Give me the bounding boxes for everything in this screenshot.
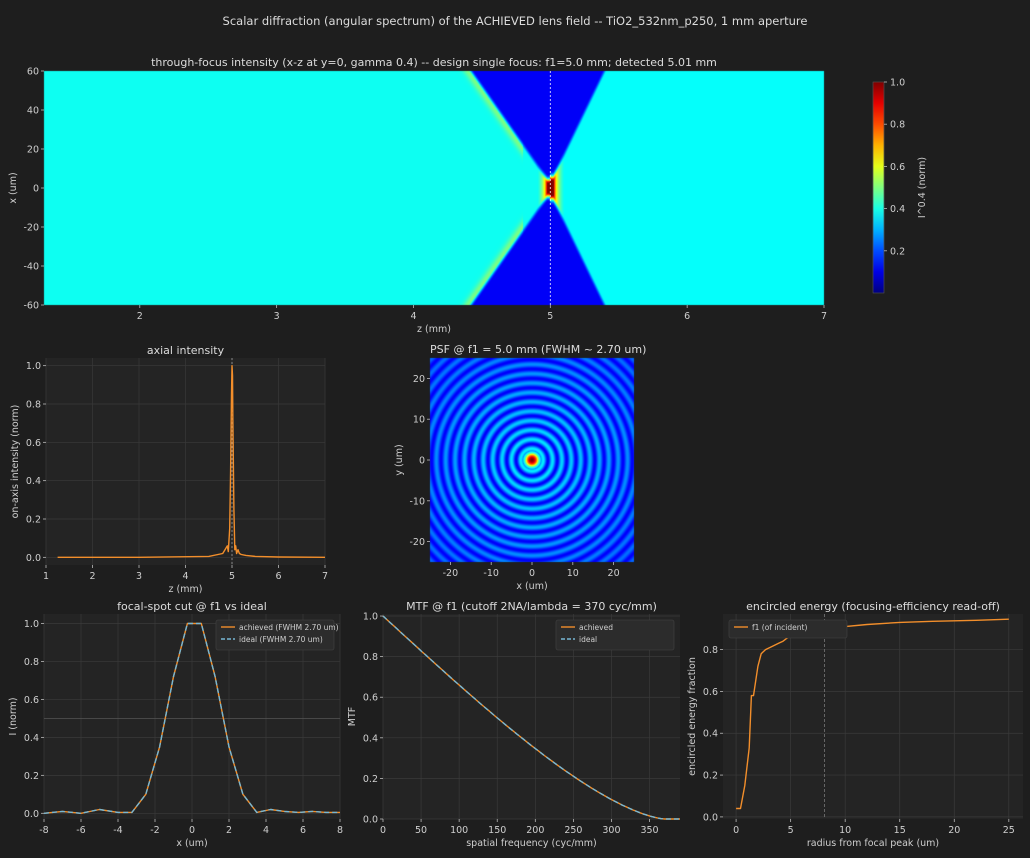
encircled-energy-title: encircled energy (focusing-efficiency re… xyxy=(746,600,1000,613)
axial-title: axial intensity xyxy=(146,344,225,357)
figure-suptitle: Scalar diffraction (angular spectrum) of… xyxy=(222,14,808,28)
mtf-title: MTF @ f1 (cutoff 2NA/lambda = 370 cyc/mm… xyxy=(406,600,657,613)
psf-title: PSF @ f1 = 5.0 mm (FWHM ~ 2.70 um) xyxy=(430,343,647,356)
focal-cut-title: focal-spot cut @ f1 vs ideal xyxy=(117,600,267,613)
through-focus-title: through-focus intensity (x-z at y=0, gam… xyxy=(151,56,717,69)
